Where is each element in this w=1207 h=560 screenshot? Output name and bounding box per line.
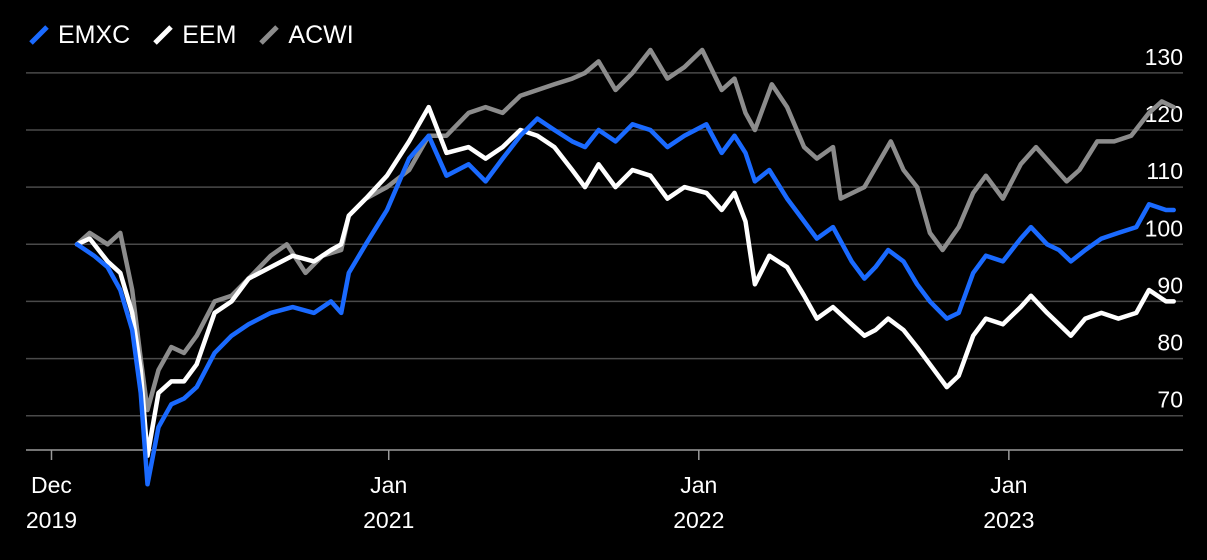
- y-tick-label-80: 80: [1157, 330, 1183, 356]
- chart-legend: EMXC EEM ACWI: [28, 20, 354, 50]
- legend-label-eem: EEM: [182, 21, 237, 49]
- series-line-emxc: [74, 116, 1176, 487]
- x-tick-label-year-3: 2023: [983, 507, 1034, 533]
- legend-swatch-emxc: [29, 25, 49, 45]
- legend-swatch-acwi: [259, 25, 280, 45]
- legend-label-acwi: ACWI: [288, 21, 354, 49]
- x-tick-label-year-2: 2022: [673, 507, 724, 533]
- legend-label-emxc: EMXC: [58, 21, 131, 49]
- x-tick-label-month-1: Jan: [370, 472, 407, 498]
- y-tick-label-110: 110: [1146, 158, 1183, 184]
- x-tick-label-year-1: 2021: [363, 507, 414, 533]
- x-tick-label-year-0: 2019: [26, 507, 77, 533]
- x-tick-label-month-2: Jan: [680, 472, 717, 498]
- y-tick-label-130: 130: [1145, 44, 1183, 70]
- y-tick-label-70: 70: [1157, 387, 1183, 413]
- legend-swatch-eem: [153, 25, 174, 45]
- series-line-acwi: [74, 47, 1176, 413]
- legend-item-emxc: EMXC: [28, 20, 130, 50]
- legend-item-acwi: ACWI: [258, 20, 354, 50]
- x-tick-label-month-0: Dec: [31, 472, 72, 498]
- series-line-eem: [74, 104, 1176, 458]
- x-tick-label-month-3: Jan: [990, 472, 1027, 498]
- y-tick-label-90: 90: [1157, 272, 1183, 298]
- legend-item-eem: EEM: [152, 20, 236, 50]
- y-tick-label-100: 100: [1145, 215, 1183, 241]
